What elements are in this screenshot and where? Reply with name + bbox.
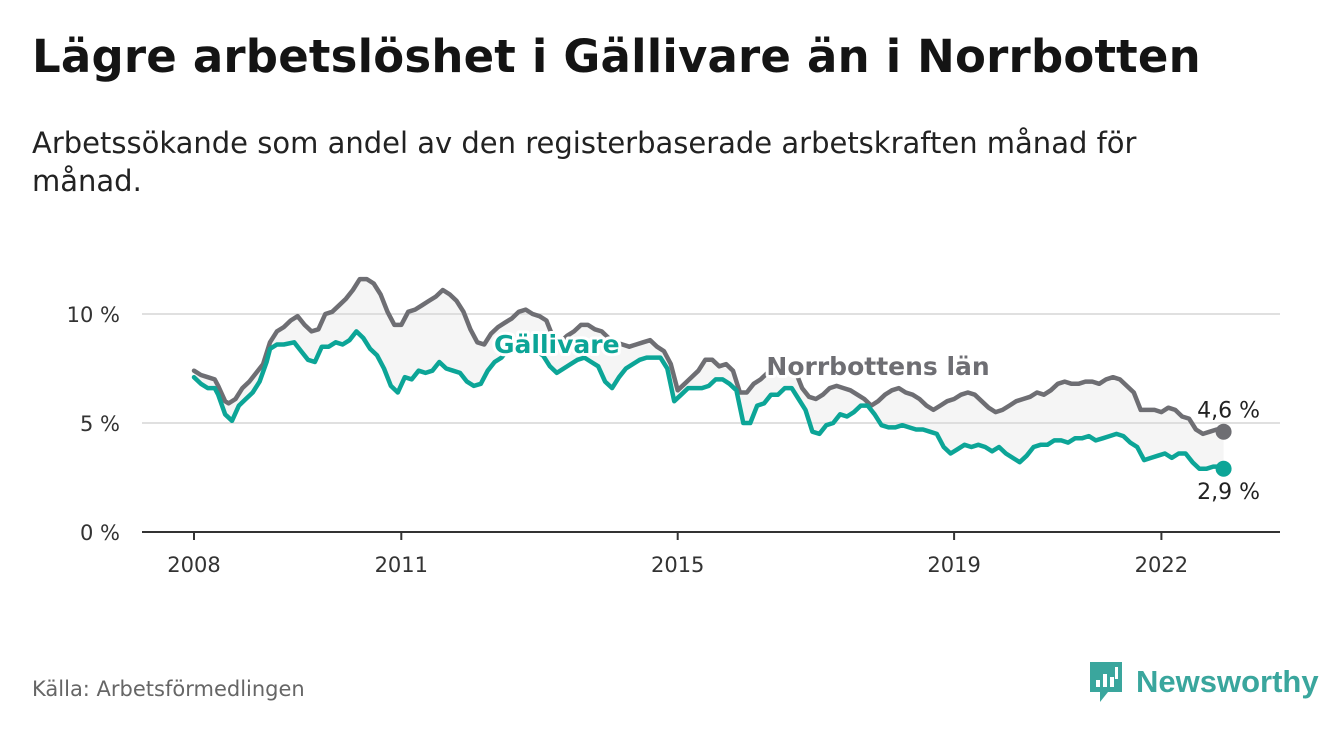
source-note: Källa: Arbetsförmedlingen [32, 677, 305, 701]
chart-title: Lägre arbetslöshet i Gällivare än i Norr… [32, 30, 1201, 83]
series-annotation-norrbotten: Norrbottens län [766, 352, 989, 381]
chart-subtitle: Arbetssökande som andel av den registerb… [32, 126, 1137, 198]
series-line-gallivare [191, 329, 1226, 472]
newsworthy-logo-icon [1090, 662, 1122, 702]
end-label-norrbotten: 4,6 % [1197, 399, 1260, 424]
x-tick-label: 2019 [927, 553, 980, 577]
y-tick-label: 10 % [67, 303, 120, 327]
y-tick-label: 5 % [80, 412, 120, 436]
end-marker-norrbotten [1215, 423, 1232, 440]
brand-name: Newsworthy [1136, 664, 1319, 699]
end-label-gallivare: 2,9 % [1197, 480, 1260, 505]
x-tick-label: 2022 [1135, 553, 1188, 577]
end-marker-gallivare [1215, 460, 1232, 477]
y-tick-label: 0 % [80, 521, 120, 545]
series-line-norrbotten [191, 276, 1226, 437]
x-tick-label: 2008 [167, 553, 220, 577]
x-tick-label: 2015 [651, 553, 704, 577]
x-tick-label: 2011 [375, 553, 428, 577]
gap-area [194, 279, 1224, 469]
newsworthy-brand[interactable]: Newsworthy [1088, 660, 1319, 704]
series-annotation-gallivare: Gällivare [494, 330, 620, 359]
